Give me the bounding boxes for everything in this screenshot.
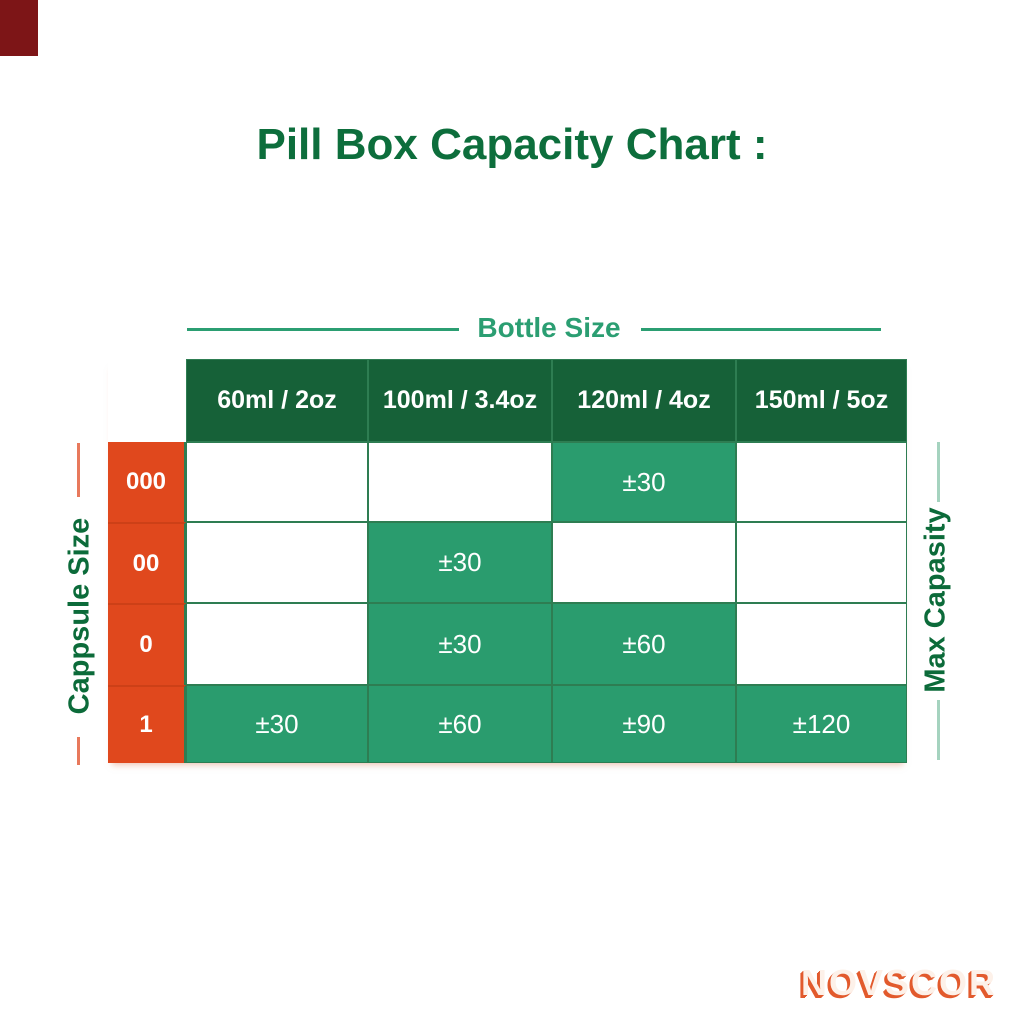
bottle-size-left-line bbox=[187, 328, 459, 331]
table-corner-blank bbox=[108, 359, 186, 442]
row-header-0: 0 bbox=[108, 603, 186, 685]
col-header-100ml: 100ml / 3.4oz bbox=[368, 359, 552, 442]
page-title: Pill Box Capacity Chart : bbox=[256, 120, 768, 169]
max-capacity-top-line bbox=[937, 442, 940, 502]
cell-000-100ml bbox=[368, 442, 552, 522]
max-capacity-group-label: Max Capasity bbox=[919, 507, 952, 693]
row-header-1: 1 bbox=[108, 685, 186, 763]
corner-accent bbox=[0, 0, 38, 56]
cell-1-120ml: ±90 bbox=[552, 685, 736, 763]
col-header-120ml: 120ml / 4oz bbox=[552, 359, 736, 442]
col-header-150ml: 150ml / 5oz bbox=[736, 359, 907, 442]
cell-1-150ml: ±120 bbox=[736, 685, 907, 763]
bottle-size-group-label: Bottle Size bbox=[477, 312, 621, 343]
bottle-size-right-line bbox=[641, 328, 881, 331]
cell-0-100ml: ±30 bbox=[368, 603, 552, 685]
capsule-size-top-line bbox=[77, 443, 80, 497]
cell-00-120ml bbox=[552, 522, 736, 603]
brand-watermark: NOVSCOR bbox=[800, 962, 997, 1003]
capacity-table: 60ml / 2oz 100ml / 3.4oz 120ml / 4oz 150… bbox=[108, 359, 907, 763]
col-header-60ml: 60ml / 2oz bbox=[186, 359, 368, 442]
cell-000-60ml bbox=[186, 442, 368, 522]
max-capacity-bottom-line bbox=[937, 700, 940, 760]
cell-000-120ml: ±30 bbox=[552, 442, 736, 522]
cell-1-100ml: ±60 bbox=[368, 685, 552, 763]
cell-00-100ml: ±30 bbox=[368, 522, 552, 603]
row-header-000: 000 bbox=[108, 442, 186, 522]
capsule-size-bottom-line bbox=[77, 737, 80, 765]
cell-0-120ml: ±60 bbox=[552, 603, 736, 685]
row-header-00: 00 bbox=[108, 522, 186, 603]
cell-00-60ml bbox=[186, 522, 368, 603]
cell-0-150ml bbox=[736, 603, 907, 685]
cell-1-60ml: ±30 bbox=[186, 685, 368, 763]
cell-000-150ml bbox=[736, 442, 907, 522]
capsule-size-group-label: Cappsule Size bbox=[63, 517, 96, 715]
cell-00-150ml bbox=[736, 522, 907, 603]
cell-0-60ml bbox=[186, 603, 368, 685]
